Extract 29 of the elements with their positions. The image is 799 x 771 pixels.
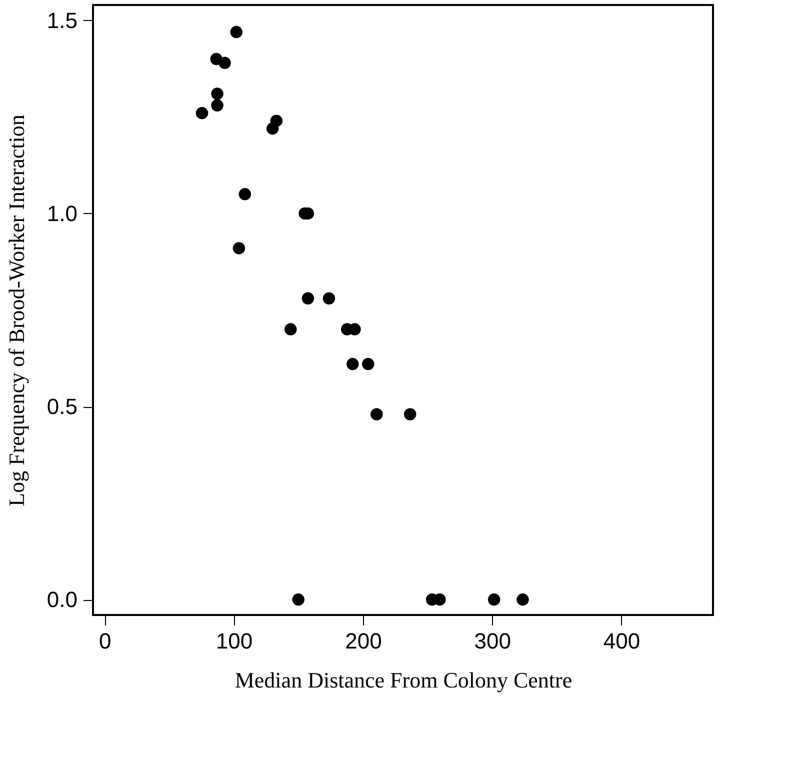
- y-tick-label: 1.0: [46, 200, 78, 226]
- point: [488, 593, 500, 606]
- point: [404, 408, 416, 420]
- x-tick-label: 400: [603, 628, 640, 654]
- point: [292, 593, 304, 606]
- point: [322, 292, 336, 305]
- x-tick-label: 100: [216, 628, 253, 654]
- point: [232, 242, 246, 254]
- x-tick-label: 0: [99, 628, 112, 654]
- x-tick-label: 200: [345, 628, 382, 654]
- point: [230, 26, 242, 38]
- point: [238, 188, 252, 200]
- point: [284, 323, 297, 336]
- point: [218, 56, 231, 70]
- point: [270, 114, 283, 127]
- point: [346, 358, 359, 370]
- point: [370, 408, 383, 420]
- y-tick-label: 0.5: [46, 394, 78, 420]
- x-tick-label: 300: [474, 628, 511, 654]
- point: [516, 593, 529, 606]
- point: [211, 88, 224, 100]
- x-axis-title: Median Distance From Colony Centre: [234, 668, 572, 692]
- y-tick-label: 1.5: [46, 8, 78, 33]
- y-tick-label: 0.0: [46, 587, 78, 612]
- point: [362, 358, 374, 370]
- point: [302, 292, 314, 305]
- y-axis-title: Log Frequency of Brood-Worker Interaction: [4, 114, 29, 506]
- point: [196, 106, 208, 120]
- point: [211, 99, 224, 112]
